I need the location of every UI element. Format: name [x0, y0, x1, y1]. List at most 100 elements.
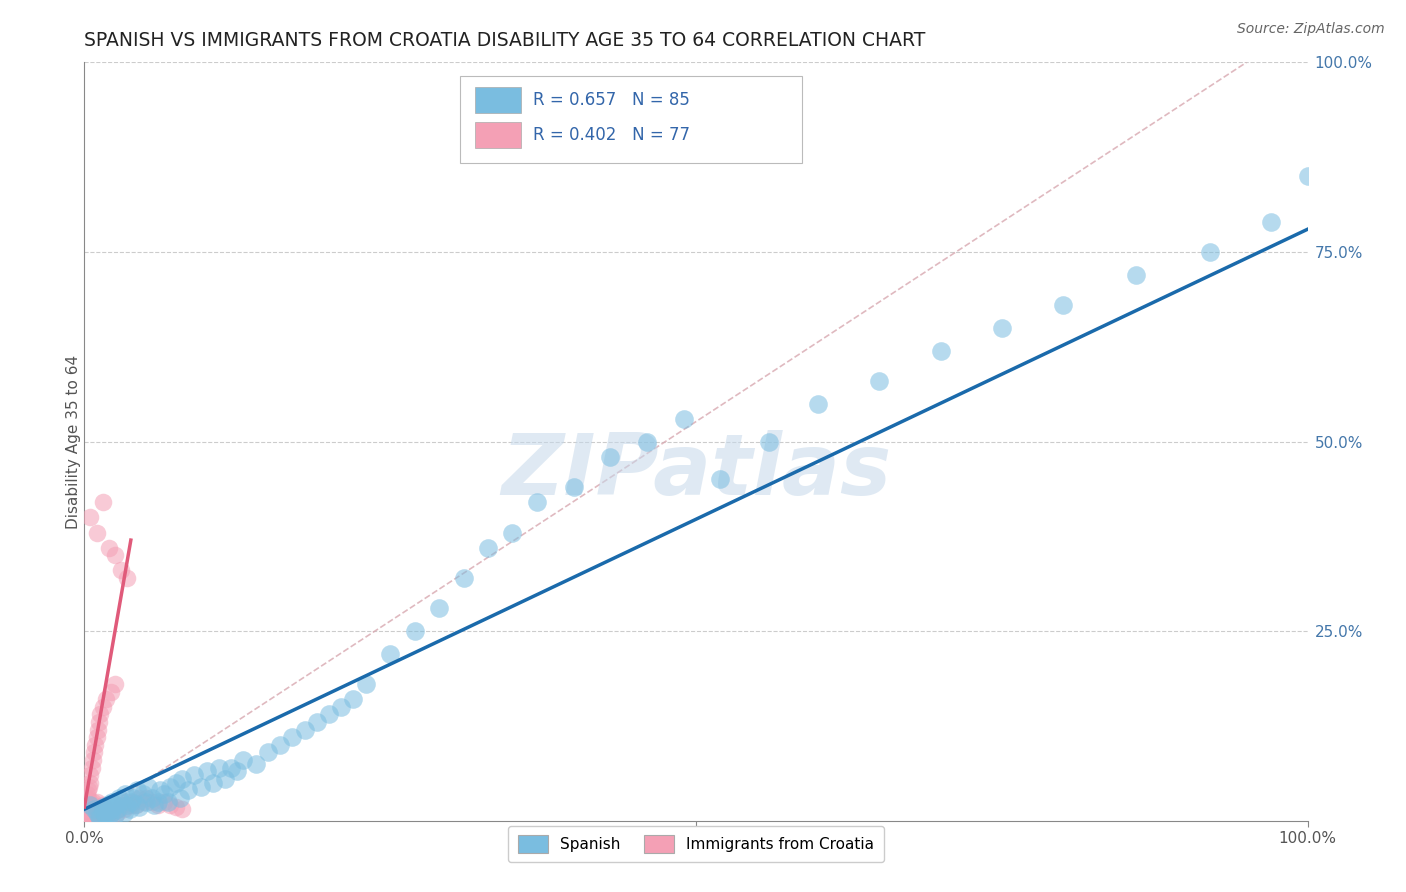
Point — [807, 396, 830, 410]
Point — [118, 802, 141, 816]
Point — [599, 450, 621, 464]
Point — [91, 699, 114, 714]
Point — [89, 811, 111, 825]
Point — [226, 764, 249, 779]
Point — [991, 320, 1014, 334]
Point — [135, 791, 157, 805]
Point — [758, 434, 780, 449]
Point — [112, 802, 135, 816]
Point — [91, 800, 114, 814]
Point — [103, 805, 125, 819]
Point — [269, 738, 291, 752]
Point — [97, 806, 120, 821]
Point — [76, 810, 98, 824]
Point — [172, 802, 194, 816]
Point — [91, 798, 114, 813]
Point — [104, 807, 127, 822]
Point — [93, 806, 115, 821]
Point — [86, 525, 108, 540]
Point — [75, 810, 97, 824]
Point — [477, 541, 499, 555]
Point — [159, 798, 181, 813]
Point — [75, 798, 97, 813]
Point — [79, 776, 101, 790]
Point — [165, 800, 187, 814]
Point — [245, 756, 267, 771]
Point — [104, 548, 127, 563]
Y-axis label: Disability Age 35 to 64: Disability Age 35 to 64 — [66, 354, 80, 529]
Point — [77, 807, 100, 822]
Point — [87, 810, 110, 824]
Point — [97, 810, 120, 824]
Point — [110, 564, 132, 578]
Point — [114, 787, 136, 801]
Point — [83, 802, 105, 816]
Point — [120, 795, 142, 809]
Point — [219, 760, 242, 774]
Text: R = 0.657   N = 85: R = 0.657 N = 85 — [533, 91, 690, 110]
Point — [83, 810, 105, 824]
Point — [1125, 268, 1147, 282]
Point — [159, 780, 181, 794]
Point — [141, 795, 163, 809]
Point — [87, 715, 110, 730]
Point — [97, 807, 120, 822]
Point — [103, 800, 125, 814]
Point — [75, 806, 97, 821]
Point — [94, 807, 117, 822]
Point — [75, 791, 97, 805]
Point — [82, 795, 104, 809]
Point — [636, 434, 658, 449]
Point — [281, 730, 304, 744]
Point — [294, 723, 316, 737]
Point — [79, 806, 101, 821]
Point — [125, 798, 148, 813]
Point — [101, 795, 124, 809]
Point — [89, 806, 111, 821]
Point — [1296, 169, 1319, 184]
Point — [143, 798, 166, 813]
Point — [79, 798, 101, 813]
Point — [82, 806, 104, 821]
Point — [190, 780, 212, 794]
Point — [122, 795, 145, 809]
Point — [318, 707, 340, 722]
Point — [76, 787, 98, 801]
Point — [404, 624, 426, 639]
Point — [76, 795, 98, 809]
Point — [79, 510, 101, 524]
Point — [136, 780, 159, 794]
Point — [177, 783, 200, 797]
Point — [100, 685, 122, 699]
Point — [105, 806, 128, 821]
Point — [305, 715, 328, 730]
Point — [122, 791, 145, 805]
Point — [149, 783, 172, 797]
Point — [453, 571, 475, 585]
Point — [427, 601, 450, 615]
Bar — [475, 87, 522, 113]
Legend: Spanish, Immigrants from Croatia: Spanish, Immigrants from Croatia — [509, 826, 883, 863]
Point — [201, 776, 224, 790]
Point — [96, 692, 118, 706]
Text: SPANISH VS IMMIGRANTS FROM CROATIA DISABILITY AGE 35 TO 64 CORRELATION CHART: SPANISH VS IMMIGRANTS FROM CROATIA DISAB… — [84, 30, 925, 50]
Point — [380, 647, 402, 661]
Point — [115, 798, 138, 813]
Point — [156, 795, 179, 809]
Point — [80, 810, 103, 824]
Point — [128, 791, 150, 805]
Point — [869, 374, 891, 388]
Point — [110, 798, 132, 813]
Point — [214, 772, 236, 786]
Point — [132, 795, 155, 809]
Point — [232, 753, 254, 767]
Point — [90, 807, 112, 822]
Point — [1260, 214, 1282, 228]
Point — [165, 776, 187, 790]
Point — [169, 791, 191, 805]
Point — [146, 798, 169, 813]
Point — [97, 802, 120, 816]
Point — [354, 677, 377, 691]
Point — [1052, 298, 1074, 312]
Point — [86, 806, 108, 821]
